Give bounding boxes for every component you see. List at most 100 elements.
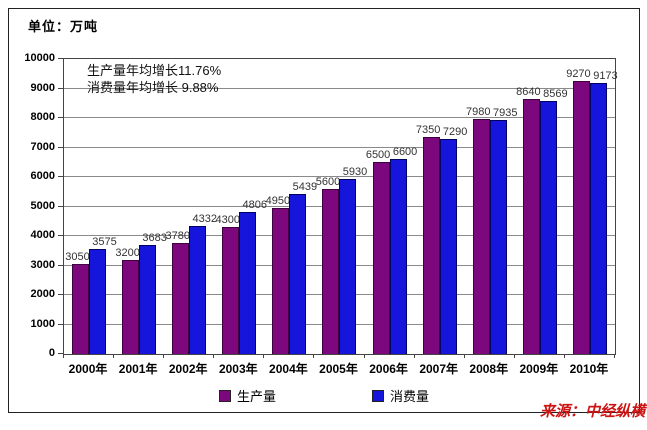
- bar-group: 5600 5930: [314, 59, 367, 354]
- growth-annotation: 生产量年均增长11.76% 消费量年均增长 9.88%: [87, 62, 221, 96]
- x-axis-tick: [63, 354, 64, 358]
- bar-production: 5600: [316, 176, 340, 354]
- x-axis-category-label: 2000年: [68, 362, 108, 376]
- bar-value-label: 3683: [142, 232, 167, 245]
- annotation-line-consumption: 消费量年均增长 9.88%: [87, 80, 219, 95]
- x-axis-category-label: 2009年: [519, 362, 559, 376]
- bar-group: 4300 4806: [214, 59, 267, 354]
- x-axis-category-label: 2005年: [319, 362, 358, 376]
- bar-consumption: 6600: [389, 146, 417, 354]
- bar-production: 3200: [115, 247, 140, 354]
- unit-label: 单位：万吨: [28, 19, 99, 34]
- bar-value-label: 7350: [415, 124, 441, 137]
- bar-value-label: 6500: [365, 149, 391, 162]
- x-axis-category-label: 2002年: [168, 362, 208, 376]
- bar-consumption: 7935: [489, 107, 517, 354]
- y-axis-tick: [58, 323, 63, 325]
- y-axis-tick: [58, 205, 63, 207]
- legend-swatch: [372, 389, 384, 402]
- x-axis-category-label: 2008年: [469, 362, 509, 376]
- legend: 生产量 消费量: [9, 386, 639, 405]
- y-axis-tick: [58, 264, 63, 266]
- bar-value-label: 4950: [265, 194, 291, 207]
- y-axis-tick-label: 10000: [24, 52, 55, 64]
- y-axis-tick-label: 4000: [30, 229, 55, 241]
- y-axis-tick: [58, 87, 63, 89]
- x-axis-tick: [463, 354, 465, 358]
- x-axis-category-label: 2007年: [419, 362, 459, 376]
- x-axis-tick: [513, 354, 515, 358]
- y-axis-tick: [58, 58, 63, 59]
- bar-value-label: 4806: [242, 199, 268, 212]
- bar-production: 6500: [366, 149, 390, 354]
- bar-group: 7350 7290: [415, 59, 467, 354]
- legend-item: 消费量: [372, 386, 429, 405]
- y-axis-tick-label: 3000: [30, 258, 55, 271]
- y-axis-tick: [58, 117, 63, 118]
- bar-value-label: 5439: [292, 180, 318, 193]
- bar-value-label: 9270: [566, 67, 591, 80]
- bar-group: 3200 3683: [114, 59, 167, 354]
- bar-consumption: 9173: [589, 70, 618, 354]
- x-axis-category-label: 2010年: [569, 362, 609, 376]
- y-axis-tick: [58, 146, 63, 148]
- bar-consumption: 4806: [239, 199, 267, 354]
- bar-value-label: 8569: [543, 88, 568, 101]
- bar-group: 9270 9173: [565, 59, 618, 354]
- bar-consumption: 7290: [439, 126, 467, 354]
- x-axis-tick: [163, 354, 165, 358]
- gridline: [64, 117, 615, 118]
- legend-series-label: 消费量: [390, 389, 430, 404]
- y-axis-tick-label: 8000: [30, 111, 55, 123]
- y-axis-tick-label: 6000: [30, 170, 55, 182]
- y-axis-tick-label: 9000: [30, 81, 55, 94]
- x-axis-tick: [263, 354, 265, 358]
- legend-swatch: [218, 389, 231, 402]
- bar-consumption: 5439: [289, 181, 317, 354]
- bar-value-label: 4332: [192, 213, 217, 226]
- x-axis-category-label: 2001年: [118, 362, 158, 376]
- x-axis-tick: [363, 354, 365, 358]
- bar-consumption: 5930: [339, 166, 367, 354]
- y-axis-tick: [58, 294, 63, 295]
- x-axis-category-label: 2003年: [218, 362, 258, 376]
- annotation-line-production: 生产量年均增长11.76%: [87, 63, 222, 78]
- bar-production: 8640: [516, 86, 541, 354]
- legend-item: 生产量: [218, 386, 276, 405]
- bar-production: 4300: [216, 214, 240, 354]
- bar-production: 4950: [266, 195, 290, 354]
- bar-value-label: 3575: [92, 235, 117, 248]
- x-axis-tick: [563, 354, 565, 358]
- x-axis-category-label: 2004年: [269, 362, 308, 376]
- bar-group: 4950 5439: [264, 59, 317, 354]
- bar-consumption: 4332: [189, 213, 217, 354]
- bar-value-label: 4300: [215, 214, 241, 227]
- bar-value-label: 7980: [466, 105, 491, 118]
- bar-consumption: 8569: [539, 88, 568, 354]
- bar-consumption: 3575: [89, 236, 117, 354]
- bar-value-label: 3780: [165, 229, 190, 242]
- bar-group: 6500 6600: [365, 59, 417, 354]
- bar-value-label: 7935: [493, 106, 518, 119]
- bar-value-label: 3200: [115, 246, 140, 259]
- bar-value-label: 6600: [392, 146, 418, 159]
- bar-production: 7980: [466, 106, 490, 354]
- bar-consumption: 3683: [139, 232, 167, 354]
- bar-value-label: 5930: [342, 166, 368, 179]
- x-axis-category-label: 2006年: [369, 362, 408, 376]
- y-axis-tick-label: 2000: [30, 288, 55, 300]
- bar-production: 7350: [416, 124, 440, 354]
- bar-production: 3780: [165, 230, 190, 354]
- bar-group: 3050 3575: [64, 59, 117, 354]
- x-axis-tick: [213, 354, 215, 358]
- legend-series-label: 生产量: [236, 389, 276, 404]
- chart-frame: 单位：万吨 生产量年均增长11.76% 消费量年均增长 9.88% 3050 35…: [8, 8, 645, 420]
- gridline: [64, 146, 615, 148]
- bar-production: 9270: [566, 68, 591, 354]
- bar-value-label: 5600: [315, 175, 341, 188]
- bar-group: 7980 7935: [465, 59, 517, 354]
- x-axis-tick: [614, 354, 615, 358]
- x-axis-tick: [113, 354, 115, 358]
- bar-group: 8640 8569: [515, 59, 568, 354]
- source-label: 来源：中经纵横: [539, 403, 645, 420]
